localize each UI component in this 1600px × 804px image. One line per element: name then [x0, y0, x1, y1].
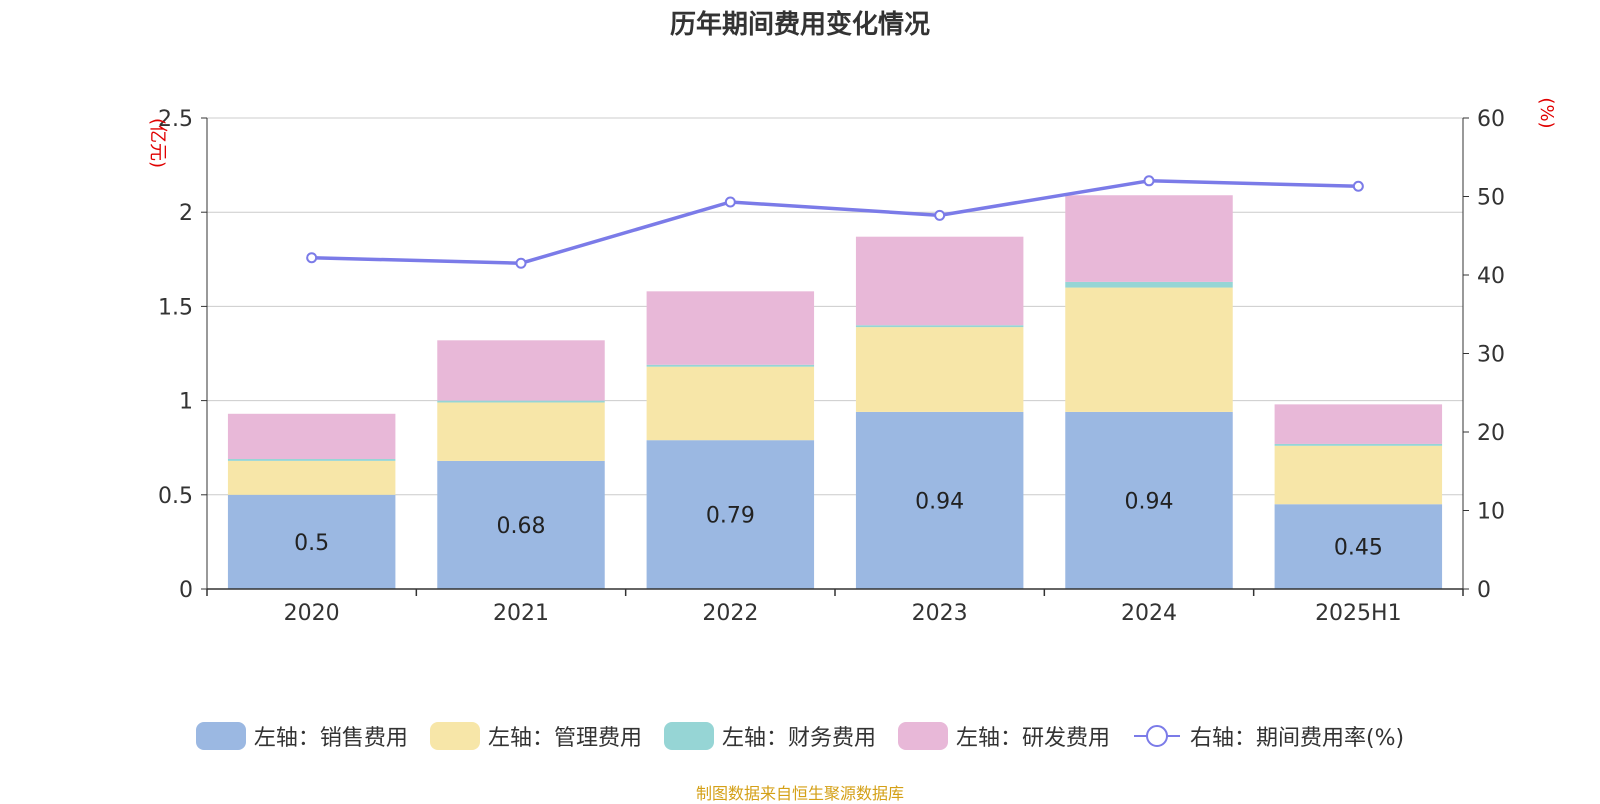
chart-title: 历年期间费用变化情况: [669, 10, 930, 40]
bar-finance: [1065, 281, 1233, 288]
y-tick-label: 2.5: [158, 107, 193, 132]
y-tick-label: 1: [179, 390, 193, 415]
bar-admin: [437, 402, 605, 461]
bar-rnd: [646, 291, 815, 365]
bar-sales: [1065, 411, 1233, 589]
legend-label-rate: 右轴：期间费用率(%): [1189, 726, 1405, 751]
y-tick-label: 0: [179, 578, 193, 603]
bar-data-label: 0.94: [915, 489, 964, 514]
rate-point: [1352, 180, 1364, 192]
bar-finance: [227, 459, 396, 461]
bar-finance: [855, 325, 1024, 328]
bar-sales: [646, 440, 815, 589]
plot-area: 0 0.5 1 1.5 2 2.5 0 10 20 30 40 50 60 (亿元) (%) 0.5 0.68 0…: [147, 97, 1557, 626]
y-right-tick-label: 10: [1477, 500, 1505, 525]
legend-swatch-rate: [1133, 725, 1180, 747]
legend-swatch-sales: [195, 722, 246, 750]
legend-item-rate[interactable]: 右轴：期间费用率(%): [1132, 720, 1404, 752]
bar-data-label: 0.45: [1334, 536, 1383, 561]
y-right-tick-label: 20: [1477, 421, 1505, 446]
y-right-tick-label: 30: [1477, 343, 1505, 368]
bar-rnd: [1065, 195, 1233, 282]
x-tick-label: 2023: [912, 601, 968, 626]
bar-data-label: 0.79: [706, 504, 755, 529]
y-tick-label: 2: [179, 201, 193, 226]
bar-data-label: 0.5: [294, 531, 329, 556]
y-tick-label: 1.5: [158, 295, 193, 320]
bar-data-label: 0.68: [497, 514, 546, 539]
legend-swatch-admin: [429, 722, 480, 750]
bar-sales: [1274, 504, 1443, 589]
x-tick-label: 2022: [702, 601, 758, 626]
bar-rnd: [1274, 404, 1443, 444]
legend-swatch-rnd: [897, 722, 948, 750]
rate-line: [311, 179, 1359, 265]
x-tick-label: 2020: [284, 601, 340, 626]
x-tick-label: 2024: [1121, 601, 1177, 626]
bar-sales: [855, 411, 1024, 589]
legend-item-finance[interactable]: 左轴：财务费用: [663, 720, 876, 752]
bar-admin: [855, 327, 1024, 412]
y-right-tick-label: 0: [1477, 578, 1491, 603]
bar-finance: [646, 364, 815, 367]
legend-label-admin: 左轴：管理费用: [487, 726, 642, 751]
rate-point: [934, 209, 946, 221]
legend-item-sales[interactable]: 左轴：销售费用: [195, 720, 408, 752]
legend-label-sales: 左轴：销售费用: [253, 726, 408, 751]
y-right-tick-label: 50: [1477, 186, 1505, 211]
legend: 左轴：销售费用 左轴：管理费用 左轴：财务费用 左轴：研发费用 右轴：期间费用率…: [0, 720, 1600, 752]
rate-point: [515, 257, 527, 269]
rate-point: [724, 196, 736, 208]
x-tick-label: 2025H1: [1315, 601, 1402, 626]
legend-swatch-finance: [663, 722, 714, 750]
bar-admin: [1065, 287, 1233, 412]
bar-sales: [437, 460, 605, 589]
legend-item-admin[interactable]: 左轴：管理费用: [429, 720, 642, 752]
bar-data-label: 0.94: [1125, 489, 1174, 514]
bar-admin: [1274, 445, 1443, 505]
y-right-tick-label: 40: [1477, 264, 1505, 289]
rate-point: [1143, 175, 1155, 187]
bar-rnd: [855, 236, 1024, 326]
legend-label-finance: 左轴：财务费用: [721, 726, 876, 751]
y-tick-label: 0.5: [158, 484, 193, 509]
y-axis-unit-right: (%): [1536, 97, 1557, 128]
source-note: 制图数据来自恒生聚源数据库: [695, 784, 904, 803]
bar-rnd: [437, 340, 605, 401]
legend-label-rnd: 左轴：研发费用: [955, 726, 1110, 751]
y-right-tick-label: 60: [1477, 107, 1505, 132]
bar-finance: [1274, 443, 1443, 446]
bar-admin: [227, 460, 396, 495]
bar-finance: [437, 400, 605, 403]
rate-point: [306, 252, 318, 264]
legend-item-rnd[interactable]: 左轴：研发费用: [897, 720, 1110, 752]
y-axis-unit-left: (亿元): [147, 118, 168, 168]
bar-admin: [646, 366, 815, 441]
bar-sales: [227, 494, 396, 589]
x-tick-label: 2021: [493, 601, 549, 626]
bar-rnd: [227, 413, 396, 460]
